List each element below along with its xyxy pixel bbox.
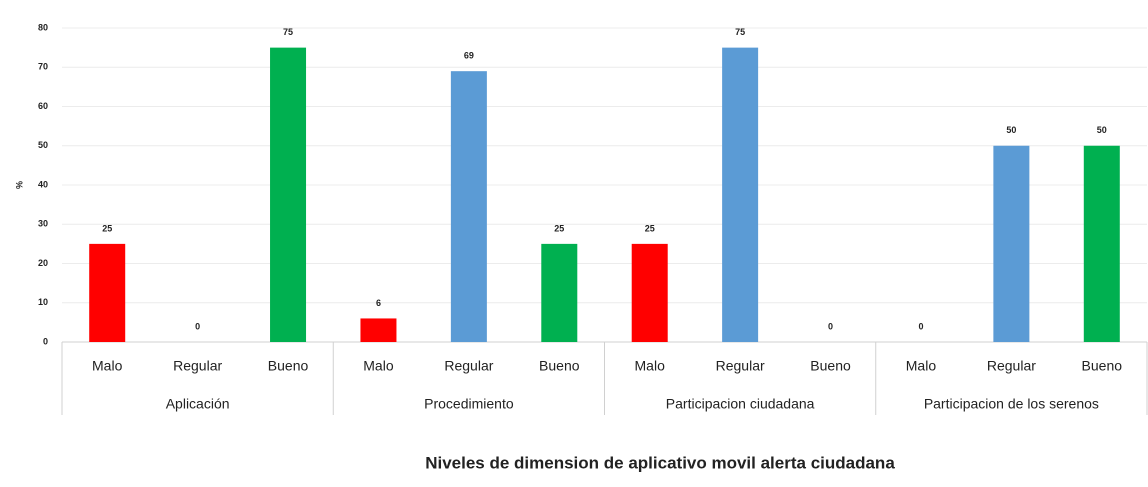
group-label: Aplicación [166, 396, 230, 412]
x-tick-label: Regular [716, 358, 765, 374]
data-label: 0 [828, 321, 833, 331]
bar [270, 47, 307, 342]
x-tick-label: Bueno [1082, 358, 1123, 374]
y-tick-label: 70 [38, 62, 48, 72]
bar [1083, 145, 1120, 342]
y-tick-label: 20 [38, 258, 48, 268]
group-label: Participacion de los serenos [924, 396, 1099, 412]
x-tick-label: Regular [444, 358, 493, 374]
y-tick-label: 50 [38, 140, 48, 150]
data-label: 0 [918, 321, 923, 331]
data-label: 75 [735, 27, 745, 37]
bar [450, 71, 487, 343]
x-tick-label: Malo [635, 358, 666, 374]
bar [360, 318, 397, 342]
y-tick-label: 60 [38, 101, 48, 111]
data-label: 69 [464, 51, 474, 61]
x-tick-label: Bueno [810, 358, 851, 374]
x-tick-label: Regular [173, 358, 222, 374]
bar [993, 145, 1030, 342]
x-tick-label: Bueno [268, 358, 309, 374]
x-tick-label: Regular [987, 358, 1036, 374]
y-tick-label: 0 [43, 336, 48, 346]
data-label: 50 [1097, 125, 1107, 135]
bar [722, 47, 759, 342]
data-label: 0 [195, 321, 200, 331]
bar [541, 243, 578, 342]
y-tick-label: 10 [38, 297, 48, 307]
x-tick-label: Malo [363, 358, 394, 374]
x-tick-label: Bueno [539, 358, 580, 374]
data-label: 25 [645, 223, 655, 233]
y-tick-label: 30 [38, 219, 48, 229]
group-label: Participacion ciudadana [666, 396, 815, 412]
data-label: 25 [554, 223, 564, 233]
data-label: 50 [1006, 125, 1016, 135]
bar [89, 243, 126, 342]
y-tick-label: 40 [38, 179, 48, 189]
chart-title: Niveles de dimension de aplicativo movil… [425, 453, 895, 472]
data-label: 6 [376, 298, 381, 308]
y-axis-label: % [14, 181, 24, 189]
y-tick-label: 80 [38, 22, 48, 32]
x-tick-label: Malo [92, 358, 123, 374]
group-label: Procedimiento [424, 396, 514, 412]
bar [631, 243, 668, 342]
data-label: 75 [283, 27, 293, 37]
data-label: 25 [102, 223, 112, 233]
x-tick-label: Malo [906, 358, 937, 374]
